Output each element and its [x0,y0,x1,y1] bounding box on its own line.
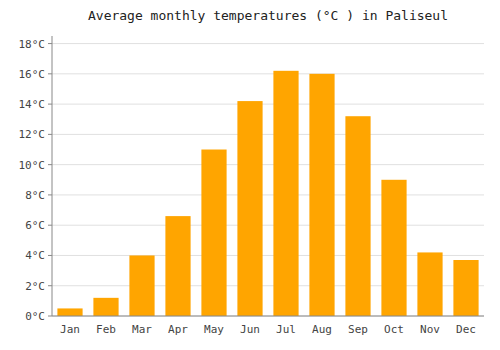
x-tick-label: Jun [240,323,260,336]
y-tick [48,225,52,226]
x-tick-label: Aug [312,323,332,336]
x-tick-label: Apr [168,323,188,336]
y-tick-label: 8°C [25,189,45,202]
x-tick-label: Oct [384,323,404,336]
y-tick-label: 18°C [19,38,46,51]
x-tick-label: Sep [348,323,368,336]
y-tick-label: 0°C [25,310,45,323]
bar [453,260,478,316]
chart-svg: Average monthly temperatures (°C ) in Pa… [0,0,500,350]
x-tick-label: Jan [60,323,80,336]
bars [57,71,478,316]
y-tick [48,73,52,74]
y-tick [48,43,52,44]
grid-line [52,43,484,44]
grid-line [52,73,484,74]
x-tick-label: Mar [132,323,152,336]
chart-container: Average monthly temperatures (°C ) in Pa… [0,0,500,350]
y-tick-label: 10°C [19,159,46,172]
bar [417,252,442,316]
x-tick-label: Jul [276,323,296,336]
grid-line [52,316,484,317]
y-axis-line [52,36,53,316]
y-tick [48,104,52,105]
y-tick-label: 16°C [19,68,46,81]
y-tick-labels: 0°C 2°C 4°C 6°C 8°C 10°C 12°C 14°C 16°C 18°C [19,38,53,323]
x-axis-line [52,316,484,317]
grid-line [52,104,484,105]
y-tick [48,255,52,256]
y-tick [48,134,52,135]
bar [237,101,262,316]
y-tick-label: 6°C [25,219,45,232]
y-tick [48,316,52,317]
x-tick-label: Dec [456,323,476,336]
y-tick-label: 2°C [25,280,45,293]
grid-line [52,194,484,195]
x-tick-label: Nov [420,323,440,336]
y-tick-label: 14°C [19,98,46,111]
y-tick [48,285,52,286]
x-tick-label: Feb [96,323,116,336]
grid-line [52,225,484,226]
y-tick [48,164,52,165]
bar [345,116,370,316]
grid-line [52,134,484,135]
bar [273,71,298,316]
title: Average monthly temperatures (°C ) in Pa… [88,8,448,23]
bar [381,180,406,316]
y-grid [52,44,484,316]
x-tick-labels: Jan Feb Mar Apr May Jun Jul Aug Sep Oct Nov Dec [60,323,476,336]
y-tick-label: 4°C [25,249,45,262]
y-tick [48,194,52,195]
bar [93,298,118,316]
bar [201,150,226,316]
grid-line [52,164,484,165]
y-tick-label: 12°C [19,128,46,141]
bar [57,308,82,316]
bar [165,216,190,316]
bar [309,74,334,316]
x-tick-label: May [204,323,224,336]
bar [129,255,154,316]
